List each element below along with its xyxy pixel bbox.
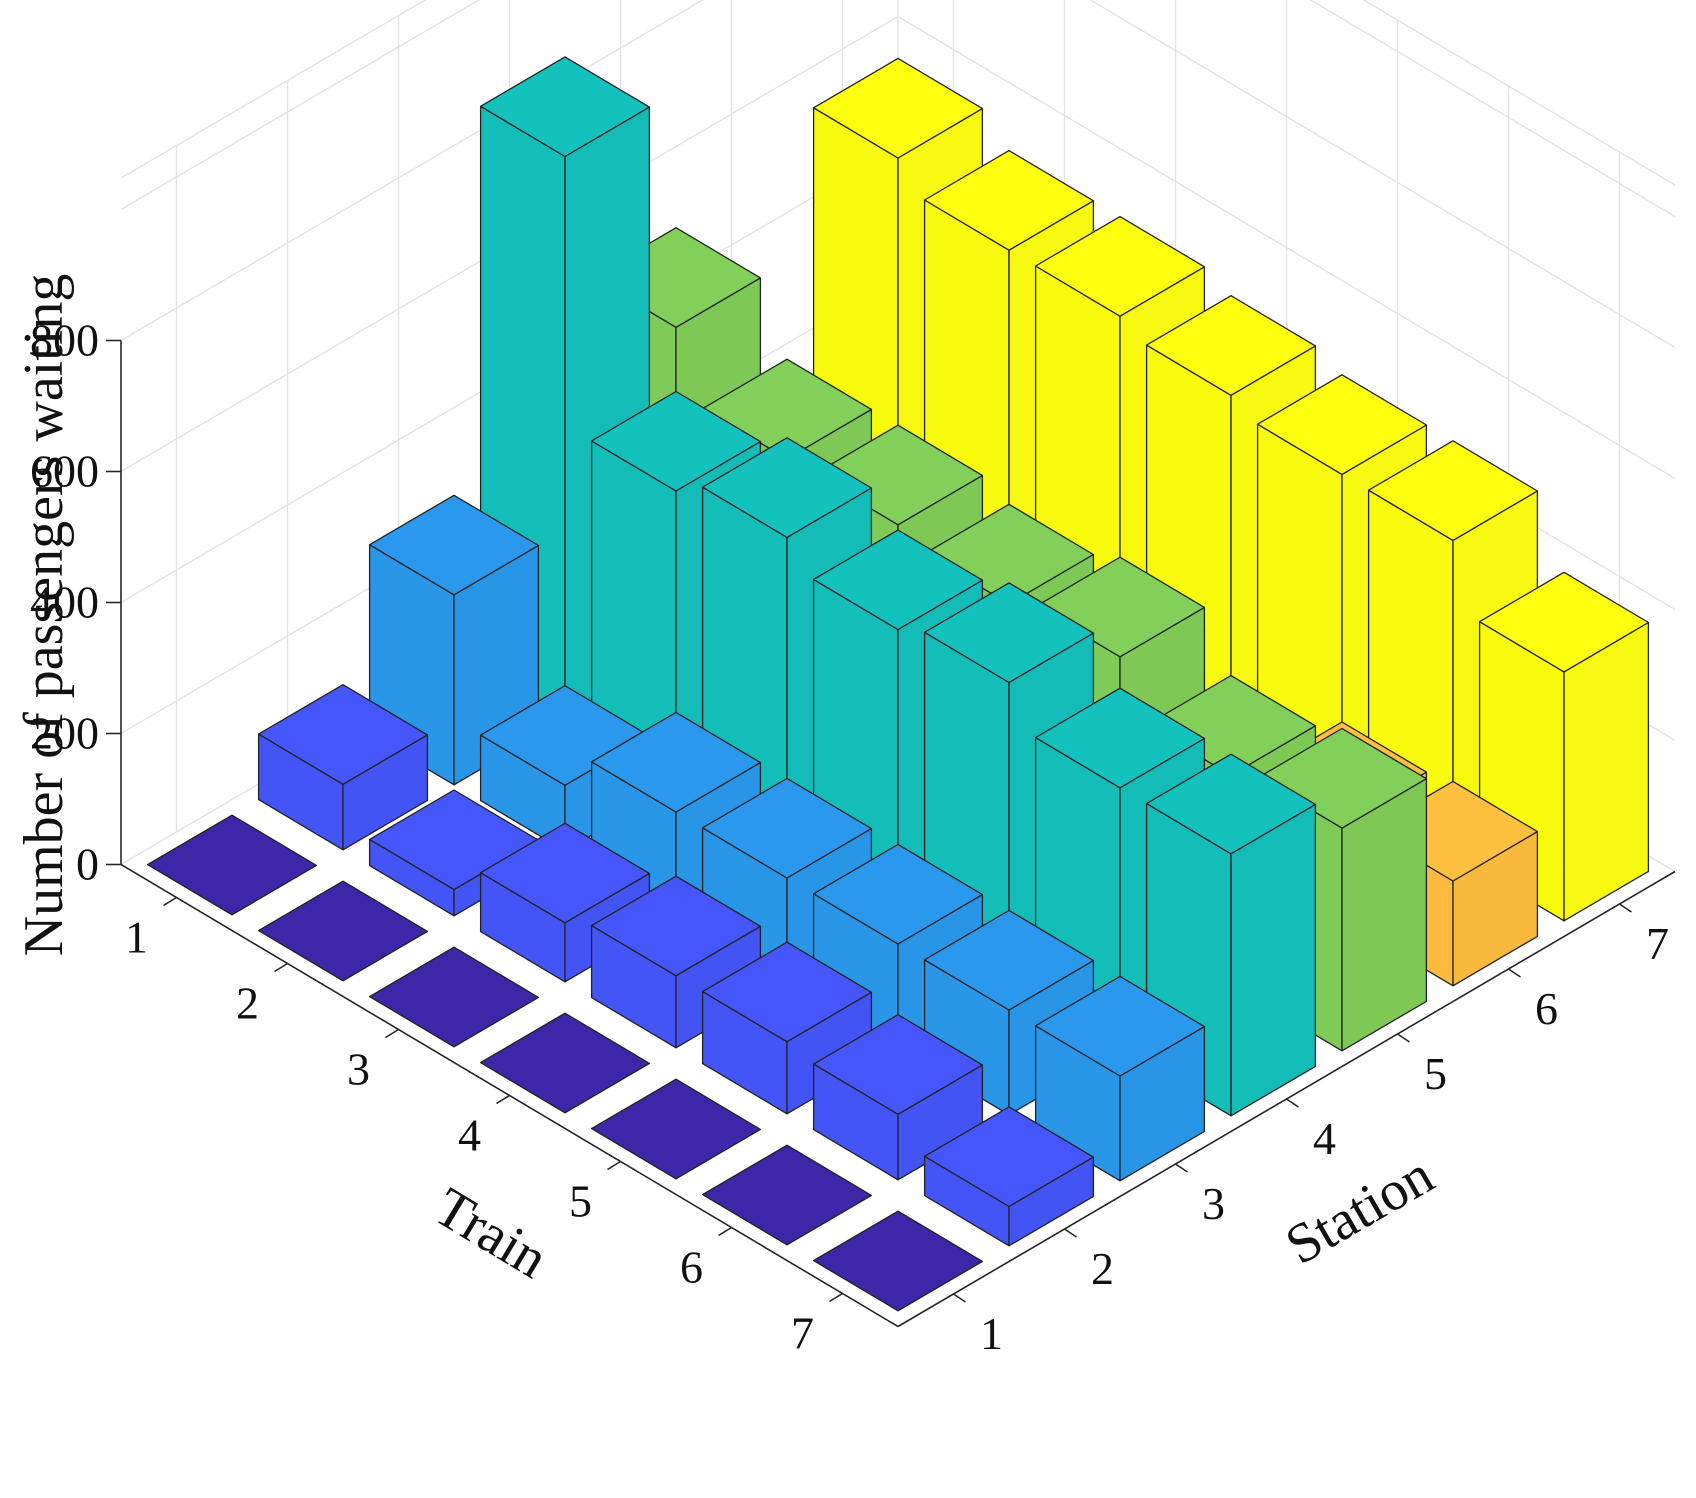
station-tick-label: 7 [1646,918,1669,969]
train-tick-label: 4 [458,1110,481,1161]
bar [257,684,429,851]
train-tick [163,896,177,907]
z-tick-label: 800 [30,315,99,366]
z-tick-label: 400 [30,577,99,628]
bar-face [923,909,1095,1011]
station-axis-label: Station [1275,1144,1443,1277]
bar-face [701,1144,873,1246]
bar-face [701,437,873,539]
bar-face [812,57,984,159]
train-axis-label: Train [424,1176,558,1291]
grid-line-z [120,0,1676,218]
bar-face [923,1106,1095,1208]
station-tick-label: 3 [1202,1178,1225,1229]
bar-face [368,494,540,596]
station-tick [1175,1163,1188,1173]
station-tick [953,1293,966,1303]
bar-face [1145,295,1317,396]
bar-face [701,941,873,1043]
grid-edge [1362,0,1676,186]
station-tick-label: 6 [1535,983,1558,1034]
bar-face [590,711,762,813]
bars [146,56,1650,1312]
bar-face [1034,975,1206,1077]
bar-face [1230,803,1317,1117]
z-axis-label: Number of passengers waiting [13,274,75,957]
bar [257,880,429,982]
station-tick-label: 5 [1424,1048,1447,1099]
train-tick [607,1160,621,1171]
bar-face [701,777,873,879]
train-tick-label: 5 [569,1176,592,1227]
station-tick-label: 1 [980,1308,1003,1359]
train-tick-label: 7 [791,1308,814,1359]
bar-face [368,946,540,1048]
train-tick [496,1094,510,1105]
bar-face [146,814,318,916]
station-tick [1508,968,1521,978]
station-tick [1286,1098,1299,1108]
bar-face [1034,215,1206,317]
station-tick [1397,1033,1410,1043]
train-tick [718,1226,732,1237]
bar-face [812,1014,984,1115]
train-tick [385,1028,399,1039]
train-tick [829,1292,843,1303]
bar-face [257,880,429,982]
train-tick-label: 1 [125,912,148,963]
bar-face [590,390,762,492]
bar [812,1014,984,1181]
bar-face [1478,571,1650,673]
bar-face [812,843,984,945]
bar-face [812,529,984,631]
bar-face [1563,621,1650,922]
bar [479,1012,651,1114]
bar [923,1106,1095,1247]
train-tick-label: 2 [236,978,259,1029]
bar-face [1256,374,1428,476]
bar-face [1034,687,1206,789]
station-tick [1064,1228,1077,1238]
bar-face [1367,440,1539,542]
bar [701,1144,873,1246]
train-tick-label: 6 [680,1242,703,1293]
tick-labels: 0 200 400 600 800 1 2 3 4 5 6 7 1 2 3 4 5 6 7 [30,315,1669,1360]
bar-face [923,582,1095,684]
bar-face [812,1210,984,1312]
bar-face [590,1078,762,1180]
bar-face [923,149,1095,251]
bar [812,1210,984,1312]
bar-face [590,875,762,977]
grid-line-z [120,0,1676,349]
bar-face [479,56,651,158]
grid-edge [120,0,427,179]
station-tick-label: 2 [1091,1243,1114,1294]
bar-face [479,1012,651,1114]
axes [106,339,1676,1328]
train-tick-label: 3 [347,1044,370,1095]
bar-face [1145,753,1317,855]
z-tick-label: 200 [30,708,99,759]
bar [1145,753,1317,1117]
bar-face [257,684,429,785]
bar [590,1078,762,1180]
z-tick-label: 0 [76,839,99,890]
bar [368,946,540,1048]
train-tick [274,962,288,973]
z-tick-label: 600 [30,446,99,497]
bar [146,814,318,916]
station-tick [1619,903,1632,913]
bar-face [479,822,651,924]
station-tick-label: 4 [1313,1113,1336,1164]
bar [701,941,873,1115]
